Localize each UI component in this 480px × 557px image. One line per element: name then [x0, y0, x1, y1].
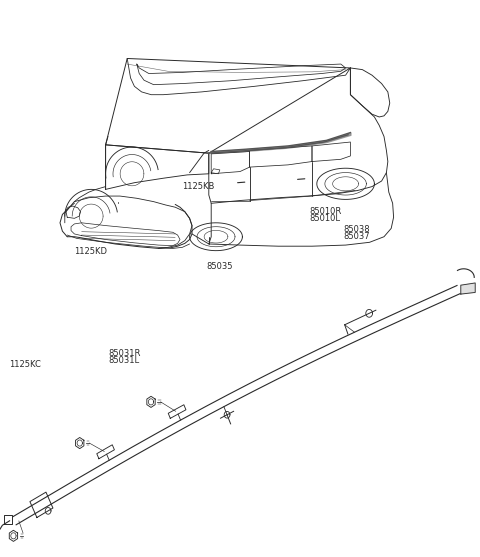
Text: 85037: 85037 [343, 232, 370, 241]
Text: 1125KC: 1125KC [9, 360, 40, 369]
Text: 85031R: 85031R [108, 349, 140, 358]
Text: 85010L: 85010L [310, 214, 341, 223]
Text: 85031L: 85031L [108, 356, 139, 365]
Text: 85010R: 85010R [310, 207, 342, 216]
Polygon shape [461, 283, 475, 294]
Text: 1125KD: 1125KD [74, 247, 108, 256]
Text: 85035: 85035 [206, 262, 233, 271]
Text: 1125KB: 1125KB [182, 182, 215, 191]
Text: 85038: 85038 [343, 225, 370, 234]
